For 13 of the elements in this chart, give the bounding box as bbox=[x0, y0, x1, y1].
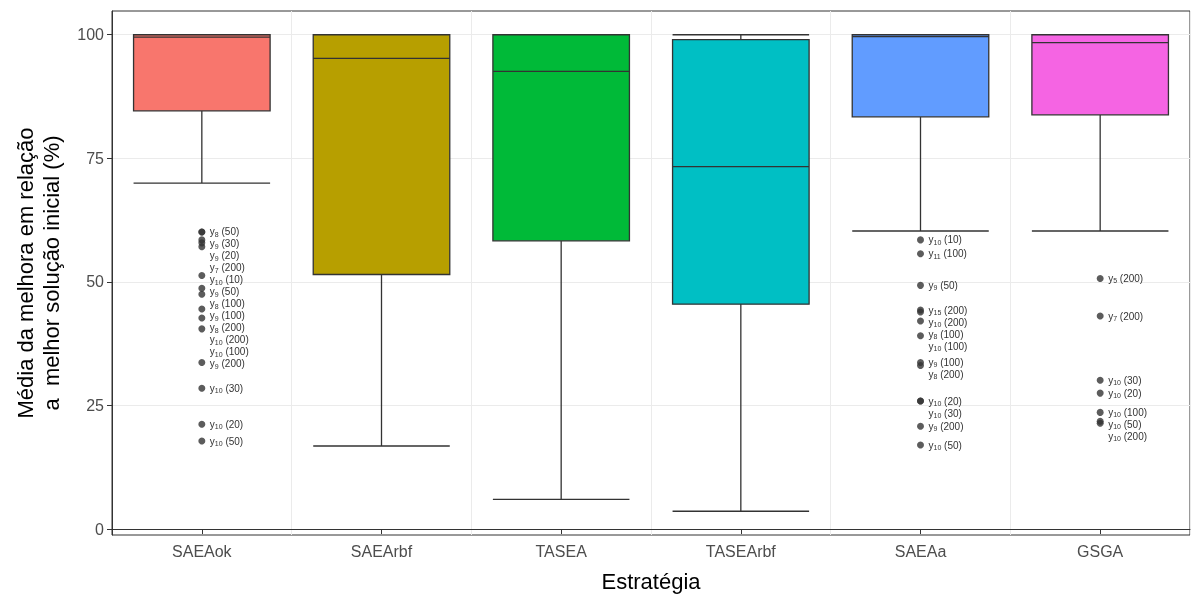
y-tick-label: 50 bbox=[86, 273, 105, 291]
x-tick-label: SAEAok bbox=[172, 542, 233, 560]
x-tick-label: GSGA bbox=[1077, 542, 1124, 560]
y-axis-title: Média da melhora em relação a melhor solução inicial (%) bbox=[12, 127, 64, 419]
y-tick-label: 100 bbox=[77, 26, 105, 44]
y-tick-label: 25 bbox=[86, 396, 105, 414]
x-tick-label: SAEAa bbox=[894, 542, 947, 560]
x-tick-label: TASEArbf bbox=[705, 542, 777, 560]
x-axis-title: Estratégia bbox=[601, 568, 702, 594]
x-tick-label: TASEA bbox=[535, 542, 588, 560]
y-tick-label: 75 bbox=[86, 149, 105, 167]
y-tick-label: 0 bbox=[95, 520, 105, 538]
x-tick-label: SAEArbf bbox=[350, 542, 413, 560]
